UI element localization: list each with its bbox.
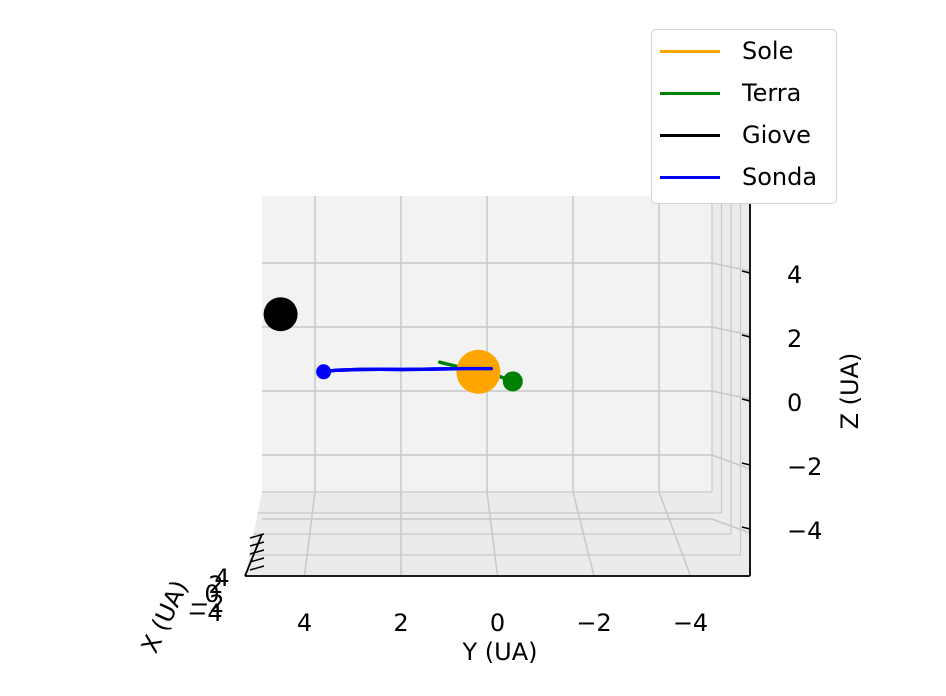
y-tick-label-2: 0 [490,609,505,637]
x-tick-mark-3 [249,557,265,563]
trajectory-sonda-overlay [321,366,494,374]
marker-terra [502,371,523,392]
x-tick-mark-1 [249,541,265,547]
x-axis-label: X (UA) [136,576,194,657]
legend-label-giove: Giove [742,121,811,149]
x-tick-label-3: 2 [208,571,223,599]
y-tick-label-1: 2 [393,609,408,637]
z-tick-mark-1 [741,334,751,338]
legend-swatch-giove [660,133,720,137]
z-tick-mark-4 [741,526,751,530]
y-tick-label-4: −4 [673,609,708,637]
data-series [263,297,523,394]
x-tick-mark-0 [249,533,265,539]
legend-label-terra: Terra [742,79,802,107]
z-tick-label-0: 4 [787,261,802,289]
marker-sole [456,349,501,394]
x-tick-mark-2 [249,549,265,555]
y-tick-label-0: 4 [297,609,312,637]
legend-label-sole: Sole [742,37,794,65]
x-tick-label-0: −4 [187,599,222,627]
legend-item-terra: Terra [660,78,801,108]
y-tick-label-3: −2 [576,609,611,637]
z-tick-label-4: −4 [787,517,822,545]
legend-item-giove: Giove [660,120,811,150]
legend-swatch-terra [660,91,720,95]
marker-giove [263,297,298,332]
z-axis-label: Z (UA) [836,353,864,430]
legend-swatch-sole [660,49,720,53]
y-axis-label: Y (UA) [462,638,538,666]
z-tick-mark-2 [741,398,751,402]
legend-swatch-sonda [660,175,720,179]
x-tick-label-1: −2 [189,590,224,618]
z-tick-mark-0 [741,270,751,274]
legend-item-sole: Sole [660,36,793,66]
z-tick-label-3: −2 [787,453,822,481]
z-tick-label-1: 2 [787,325,802,353]
x-tick-label-2: 0 [204,580,219,608]
axis-lines [244,196,751,577]
z-tick-mark-3 [741,462,751,466]
x-axis-line [244,533,263,577]
legend: Sole Terra Giove Sonda [651,29,837,204]
legend-item-sonda: Sonda [660,162,817,192]
legend-label-sonda: Sonda [742,163,818,191]
grid-lines [245,196,751,577]
x-tick-label-4: 4 [214,564,229,592]
z-tick-label-2: 0 [787,389,802,417]
x-tick-mark-4 [249,565,265,571]
